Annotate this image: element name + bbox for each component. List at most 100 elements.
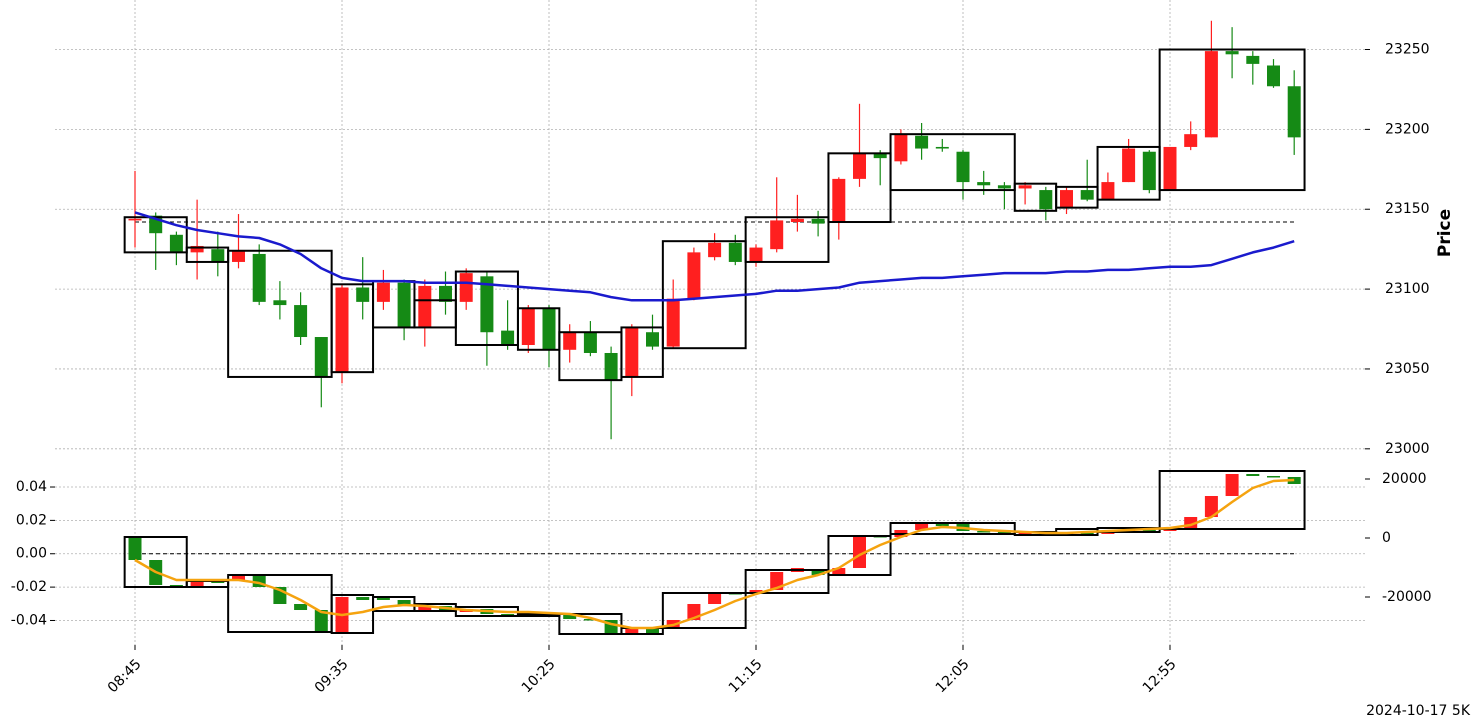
candle-body [211,249,225,262]
candle-body [1204,51,1218,138]
candle-body [1267,65,1280,87]
candle-body [273,300,287,306]
range-box [123,216,188,254]
y2-tick-label: 20000 [1382,471,1427,487]
range-box [889,133,1016,192]
range-box [1096,527,1161,534]
candle-body [294,604,308,611]
candle-body [232,574,245,581]
candle-body [563,615,577,620]
candle-body [935,146,949,149]
candle-body [646,627,659,634]
candle-body [1039,190,1053,210]
candle-body [770,220,784,250]
x-tick-label: 11:15 [726,656,766,696]
candle-body [1142,151,1156,191]
candle-body [873,153,887,159]
candle-body [1225,474,1239,497]
candle-body [1246,474,1260,477]
caption: 2024-10-17 5K [1366,703,1471,719]
range-box [1158,470,1306,531]
candle-body [956,151,970,183]
candle-body [501,330,515,345]
x-tick-label: 12:05 [933,656,973,696]
candle-body [625,327,639,377]
line-series [134,478,1295,630]
candle-body [397,600,411,607]
candle-body [397,282,411,328]
candle-body [335,287,349,373]
candle-body [1184,134,1198,147]
candle-body [708,242,722,258]
candle-body [1225,51,1239,55]
candle-body [832,567,846,575]
candle-body [625,627,639,633]
candle-body [542,308,556,350]
range-box [889,521,1016,536]
candle-body [376,282,390,302]
range-box [123,536,188,589]
candle-body [521,308,535,345]
candle-body [666,298,680,347]
x-tick-label: 12:55 [1140,656,1180,696]
y-tick-label: 0.02 [16,512,47,528]
candle-body [1184,516,1198,528]
y-tick-label: 23150 [1385,201,1430,217]
y-tick-label: 23050 [1385,361,1430,377]
candle-body [583,332,597,353]
line-series [134,211,1295,302]
candle-body [997,532,1011,535]
y-tick-label: 23250 [1385,42,1430,58]
candle-body [915,523,929,531]
candle-body [356,287,370,302]
candle-body [708,593,722,605]
candle-body [749,247,763,262]
candle-body [894,134,908,162]
y2-tick-label: 0 [1382,530,1391,546]
candle-body [190,580,204,587]
candle-body [977,182,991,186]
candle-body [853,536,866,568]
candle-body [749,590,763,595]
candle-body [1142,530,1156,532]
y2-tick-label: -20000 [1382,589,1432,605]
y-tick-label: -0.04 [11,612,47,628]
candle-body [997,185,1011,189]
candle-body [563,332,577,350]
range-box [744,216,830,263]
range-box [516,307,561,351]
candle-body [1287,86,1301,138]
candle-body [459,273,473,302]
range-box [661,592,747,629]
candle-body [314,610,328,633]
candle-body [376,596,390,601]
candle-body [169,234,183,253]
candle-body [314,337,328,377]
candle-body [128,218,142,221]
x-tick-label: 10:25 [519,656,559,696]
candle-body [853,153,866,179]
candle-body [832,178,846,223]
candle-body [1204,496,1218,517]
x-tick-label: 08:45 [105,656,145,696]
candle-body [128,538,142,561]
candle-body [1122,148,1136,183]
y-tick-label: 23200 [1385,121,1430,137]
candle-body [252,253,266,302]
candle-body [439,285,452,302]
range-box [1158,48,1306,192]
candle-body [356,597,370,601]
candle-body [790,218,804,223]
range-box [558,613,623,635]
candle-body [1246,55,1260,64]
candle-body [1080,190,1094,200]
candle-body [811,218,825,224]
candle-body [211,580,225,583]
candle-body [583,619,597,621]
candle-body [190,245,204,253]
y-axis-label: Price [1435,209,1455,257]
candle-body [480,276,494,333]
candle-body [604,352,618,381]
y-tick-label: 0.04 [16,479,47,495]
candle-body [811,569,825,575]
